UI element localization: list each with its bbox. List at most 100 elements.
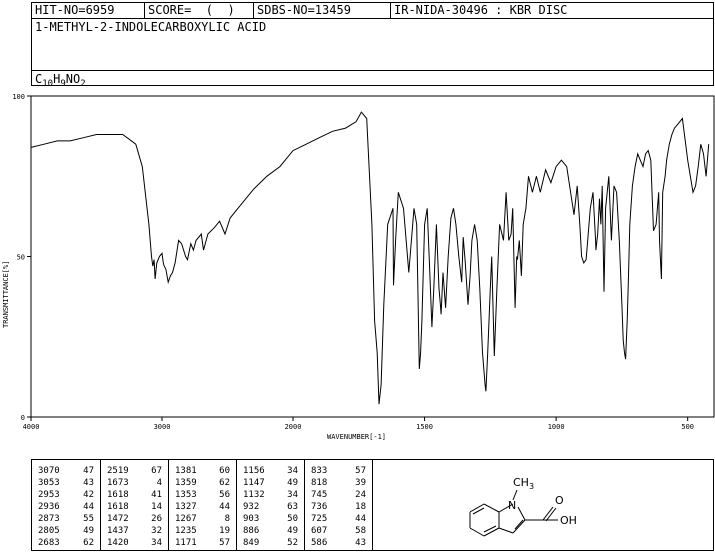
peak-row: 1673 4	[101, 478, 168, 488]
x-tick-label: 2000	[285, 423, 302, 431]
peak-row: 2936 44	[32, 502, 100, 512]
peak-column: 2519 67 1673 4 1618 41 1618 14 1472 26 1437 32 1420 3…	[100, 460, 168, 550]
peak-row: 1437 32	[101, 526, 168, 536]
peak-row: 736 18	[305, 502, 372, 512]
structure-panel: N CH3 O OH	[372, 459, 714, 551]
peak-row: 2683 62	[32, 538, 100, 548]
peak-transmittance: 49	[83, 526, 94, 536]
peak-wavenumber: 903	[243, 514, 260, 524]
peak-wavenumber: 736	[311, 502, 328, 512]
ir-info: IR-NIDA-30496 : KBR DISC	[390, 3, 713, 18]
peak-column: 1156 34 1147 49 1132 34 932 63 903 50 886 49 849 52	[236, 460, 304, 550]
y-axis-label: TRANSMITTANCE[%]	[2, 261, 10, 328]
peak-transmittance: 32	[151, 526, 162, 536]
peak-wavenumber: 1171	[175, 538, 197, 548]
x-tick-label: 500	[681, 423, 694, 431]
peak-row: 1132 34	[237, 490, 304, 500]
peak-row: 586 43	[305, 538, 372, 548]
peak-transmittance: 14	[151, 502, 162, 512]
peak-transmittance: 39	[355, 478, 366, 488]
peak-transmittance: 50	[287, 514, 298, 524]
peak-wavenumber: 3053	[38, 478, 60, 488]
peak-row: 1420 34	[101, 538, 168, 548]
peak-transmittance: 56	[219, 490, 230, 500]
peak-column: 833 57 818 39 745 24 736 18 725 44 607 58 586 43	[304, 460, 372, 550]
peak-wavenumber: 3070	[38, 466, 60, 476]
peak-wavenumber: 1420	[107, 538, 129, 548]
peak-row: 1472 26	[101, 514, 168, 524]
peak-row: 607 58	[305, 526, 372, 536]
peak-wavenumber: 2953	[38, 490, 60, 500]
peak-row: 745 24	[305, 490, 372, 500]
peak-transmittance: 34	[287, 466, 298, 476]
molecular-formula: C10H9NO2	[35, 72, 86, 89]
x-tick-label: 3000	[154, 423, 171, 431]
peak-wavenumber: 1353	[175, 490, 197, 500]
peak-row: 1327 44	[169, 502, 236, 512]
peak-wavenumber: 818	[311, 478, 328, 488]
peak-transmittance: 57	[355, 466, 366, 476]
peak-transmittance: 62	[219, 478, 230, 488]
peak-row: 725 44	[305, 514, 372, 524]
peak-wavenumber: 886	[243, 526, 260, 536]
peak-wavenumber: 586	[311, 538, 328, 548]
peak-transmittance: 49	[287, 478, 298, 488]
peak-row: 1618 14	[101, 502, 168, 512]
peak-wavenumber: 833	[311, 466, 328, 476]
y-tick-label: 100	[12, 93, 25, 101]
peak-row: 3053 43	[32, 478, 100, 488]
peak-row: 2805 49	[32, 526, 100, 536]
peak-transmittance: 62	[83, 538, 94, 548]
peak-transmittance: 52	[287, 538, 298, 548]
ir-spectrum-chart: 4000 3000 2000 1500 1000 500 0 50 100 TRANSMITTA…	[2, 93, 715, 441]
peak-row: 903 50	[237, 514, 304, 524]
peak-transmittance: 26	[151, 514, 162, 524]
peak-transmittance: 63	[287, 502, 298, 512]
peak-transmittance: 19	[219, 526, 230, 536]
peak-row: 1171 57	[169, 538, 236, 548]
peak-row: 1147 49	[237, 478, 304, 488]
x-tick-label: 1000	[548, 423, 565, 431]
peak-row: 2953 42	[32, 490, 100, 500]
peak-wavenumber: 725	[311, 514, 328, 524]
peak-wavenumber: 1437	[107, 526, 129, 536]
peak-transmittance: 57	[219, 538, 230, 548]
peak-transmittance: 49	[287, 526, 298, 536]
peak-transmittance: 8	[224, 514, 230, 524]
peak-transmittance: 18	[355, 502, 366, 512]
peak-transmittance: 24	[355, 490, 366, 500]
carbonyl-oxygen: O	[555, 494, 564, 507]
peak-wavenumber: 1132	[243, 490, 265, 500]
peak-row: 2519 67	[101, 466, 168, 476]
peak-transmittance: 34	[151, 538, 162, 548]
peak-column: 3070 47 3053 43 2953 42 2936 44 2873 55 2805 49 2683…	[32, 460, 100, 550]
peak-row: 1381 60	[169, 466, 236, 476]
x-axis-label: WAVENUMBER[-1]	[327, 433, 386, 441]
peak-wavenumber: 1472	[107, 514, 129, 524]
peak-wavenumber: 932	[243, 502, 260, 512]
peak-row: 818 39	[305, 478, 372, 488]
y-tick-label: 0	[21, 414, 25, 422]
methyl-group: CH3	[513, 476, 534, 491]
score: SCORE= ( )	[144, 3, 253, 18]
peak-wavenumber: 2683	[38, 538, 60, 548]
peak-transmittance: 43	[83, 478, 94, 488]
peak-row: 1353 56	[169, 490, 236, 500]
peak-transmittance: 44	[355, 514, 366, 524]
peak-row: 932 63	[237, 502, 304, 512]
peak-wavenumber: 1673	[107, 478, 129, 488]
peak-row: 1156 34	[237, 466, 304, 476]
peak-transmittance: 55	[83, 514, 94, 524]
peak-transmittance: 44	[83, 502, 94, 512]
peak-wavenumber: 1618	[107, 490, 129, 500]
peak-wavenumber: 1267	[175, 514, 197, 524]
peak-wavenumber: 2873	[38, 514, 60, 524]
peak-transmittance: 67	[151, 466, 162, 476]
peak-wavenumber: 1327	[175, 502, 197, 512]
peak-row: 1359 62	[169, 478, 236, 488]
sdbs-number: SDBS-NO=13459	[253, 3, 390, 18]
peak-row: 1235 19	[169, 526, 236, 536]
peak-transmittance: 43	[355, 538, 366, 548]
peak-wavenumber: 2805	[38, 526, 60, 536]
formula-divider	[32, 70, 713, 71]
